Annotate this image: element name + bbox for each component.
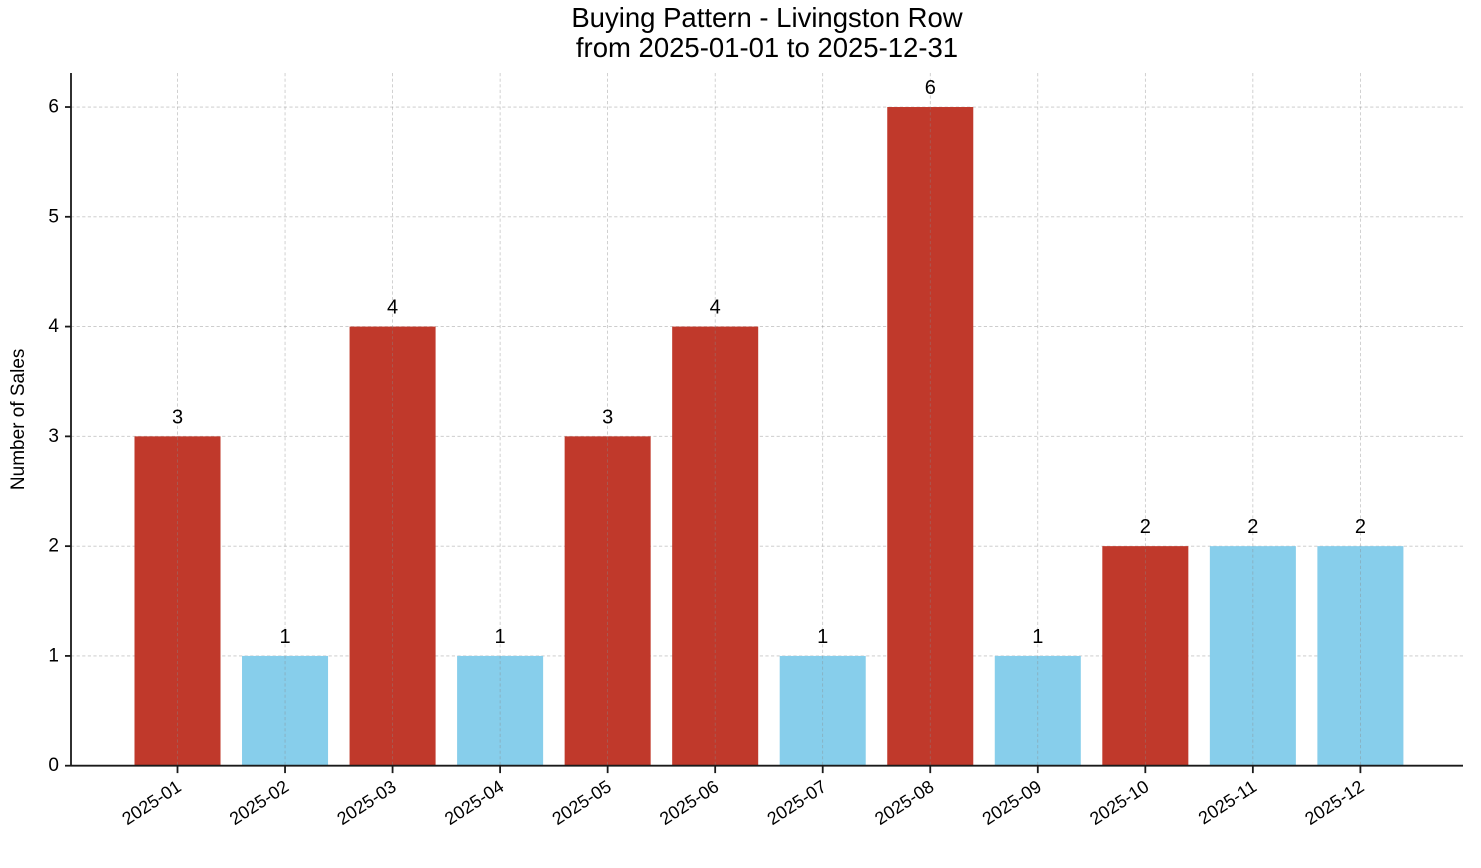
svg-text:4: 4 <box>387 297 398 319</box>
svg-text:from 2025-01-01 to 2025-12-31: from 2025-01-01 to 2025-12-31 <box>576 32 958 63</box>
svg-text:2: 2 <box>1140 516 1151 538</box>
svg-text:1: 1 <box>1032 626 1043 648</box>
svg-text:6: 6 <box>48 97 59 118</box>
svg-text:3: 3 <box>172 406 183 428</box>
svg-text:0: 0 <box>48 755 59 776</box>
svg-text:2: 2 <box>1247 516 1258 538</box>
svg-text:4: 4 <box>710 297 721 319</box>
svg-text:1: 1 <box>48 645 59 666</box>
svg-text:1: 1 <box>817 626 828 648</box>
svg-text:3: 3 <box>602 406 613 428</box>
svg-text:2: 2 <box>48 536 59 557</box>
svg-text:5: 5 <box>48 206 59 227</box>
svg-text:1: 1 <box>495 626 506 648</box>
svg-text:3: 3 <box>48 426 59 447</box>
svg-text:1: 1 <box>279 626 290 648</box>
svg-text:Number of Sales: Number of Sales <box>8 349 29 491</box>
svg-text:Buying Pattern - Livingston Ro: Buying Pattern - Livingston Row <box>571 2 962 33</box>
svg-text:6: 6 <box>925 77 936 99</box>
svg-text:4: 4 <box>48 316 59 337</box>
svg-text:2: 2 <box>1355 516 1366 538</box>
